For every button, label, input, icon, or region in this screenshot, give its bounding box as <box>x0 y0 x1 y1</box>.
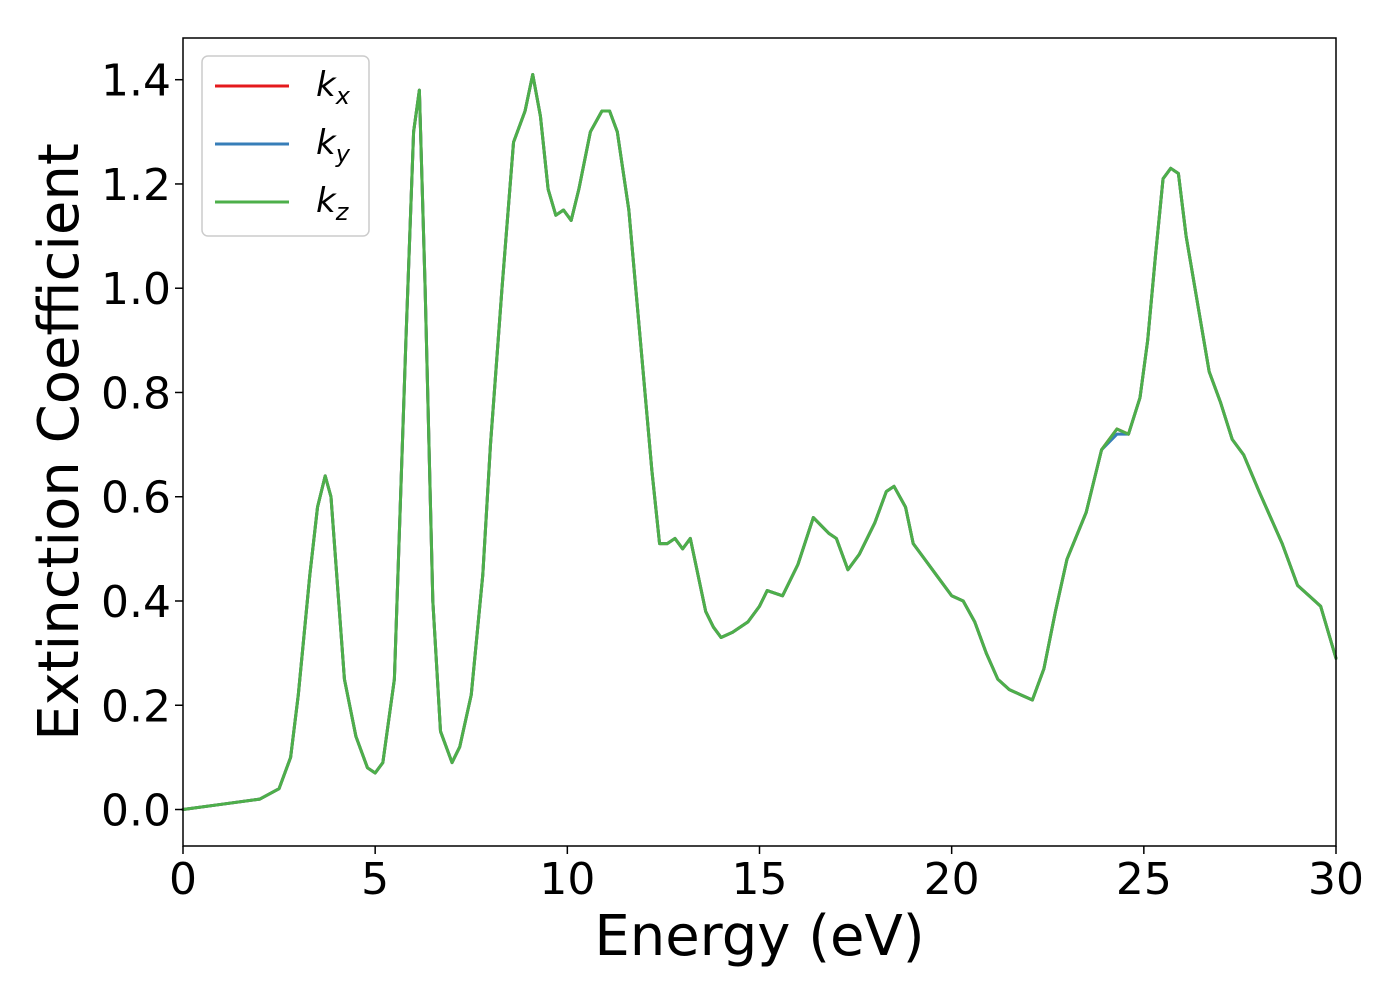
x-tick-label: 10 <box>539 854 595 905</box>
x-axis-title: Energy (eV) <box>594 904 924 969</box>
legend-label-base: k <box>316 181 337 221</box>
y-tick-label: 0.6 <box>101 473 171 524</box>
y-tick-label: 1.4 <box>101 56 171 107</box>
legend-label-base: k <box>316 123 337 163</box>
legend-box <box>201 55 370 237</box>
legend-label-z: kz <box>316 181 350 226</box>
y-tick-label: 0.4 <box>101 577 171 628</box>
y-tick-label: 0.0 <box>101 786 171 837</box>
y-tick-label: 0.2 <box>101 681 171 732</box>
y-tick-label: 0.8 <box>101 368 171 419</box>
x-tick-label: 5 <box>361 854 389 905</box>
legend-label-subscript: z <box>335 198 350 226</box>
x-tick-label: 0 <box>169 854 197 905</box>
series-line-z <box>181 72 1338 812</box>
series-layer <box>181 72 1338 812</box>
y-tick-label: 1.0 <box>101 264 171 315</box>
x-tick-label: 15 <box>732 854 788 905</box>
legend-label-subscript: y <box>335 140 351 168</box>
y-tick-label: 1.2 <box>101 160 171 211</box>
y-axis-title: Extinction Coefficient <box>27 143 92 741</box>
legend-label-y: ky <box>316 123 351 168</box>
legend-label-subscript: x <box>335 82 351 110</box>
y-axis-ticks: 0.0 0.2 0.4 0.6 0.8 1.0 1.2 1.4 <box>101 56 183 837</box>
legend-label-x: kx <box>316 65 351 110</box>
x-axis-ticks: 0 5 10 15 20 25 30 <box>169 846 1364 905</box>
legend-label-base: k <box>316 65 337 105</box>
x-tick-label: 20 <box>924 854 980 905</box>
x-tick-label: 25 <box>1116 854 1172 905</box>
x-tick-label: 30 <box>1308 854 1364 905</box>
